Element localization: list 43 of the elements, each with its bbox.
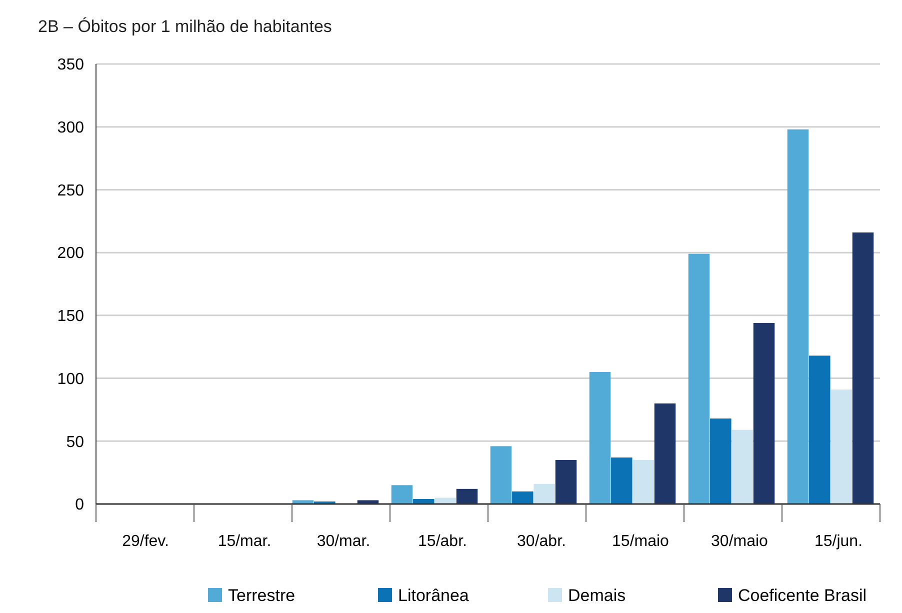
bar [852,232,874,504]
x-tick-label: 15/maio [612,533,670,550]
bar [632,460,654,504]
bar [809,356,830,504]
y-tick-label: 50 [66,434,84,451]
bar [753,322,775,504]
x-tick-label: 29/fev. [122,533,169,550]
bar [512,491,534,504]
y-tick-label: 300 [57,119,84,136]
y-tick-label: 0 [75,496,84,514]
legend-label: Coeficente Brasil [738,586,867,605]
bar [654,403,676,504]
x-tick-label: 15/mar. [218,533,272,550]
bar [732,430,753,504]
y-tick-label: 150 [57,308,84,326]
bar [357,500,379,504]
bar [830,390,852,504]
bar [688,254,710,504]
bar [589,372,611,504]
y-tick-label: 250 [57,182,84,200]
bar [555,460,577,504]
x-tick-label: 15/abr. [418,533,467,550]
bar [534,484,555,504]
bar [710,418,732,504]
bar [456,488,478,504]
bar [787,129,809,504]
bar [611,457,632,504]
bar [434,498,456,504]
legend-label: Demais [568,586,626,605]
bar [490,446,512,504]
bar [391,485,413,504]
bar [292,500,314,504]
legend-label: Terrestre [228,586,296,605]
x-tick-label: 15/jun. [814,533,863,550]
bar [413,498,434,504]
chart-title: 2B – Óbitos por 1 milhão de habitantes [38,17,332,36]
x-tick-label: 30/abr. [517,533,566,550]
y-tick-label: 100 [57,370,84,388]
y-tick-label: 350 [57,56,84,74]
x-tick-label: 30/mar. [316,533,370,550]
x-tick-label: 30/maio [711,533,768,550]
y-tick-label: 200 [57,245,84,262]
legend-label: Litorânea [398,586,470,605]
